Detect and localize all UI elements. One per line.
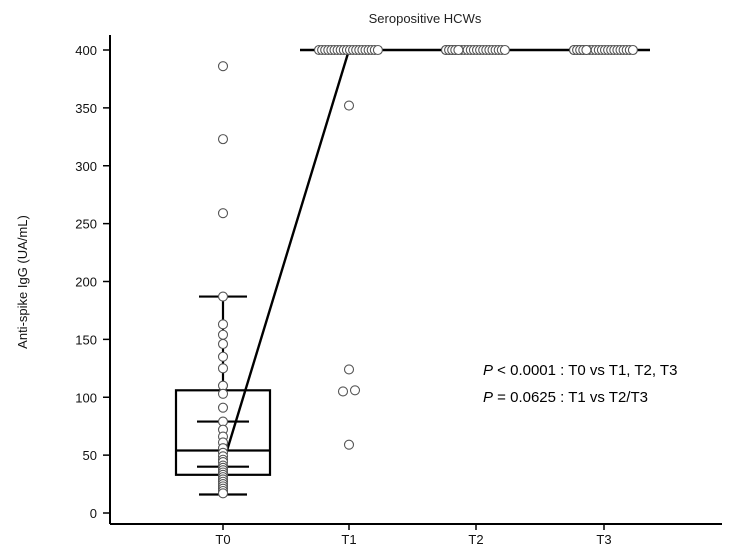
data-point: [343, 100, 355, 111]
data-point: [217, 402, 229, 413]
annotation-2-p: P: [483, 389, 493, 406]
y-tick-label: 300: [75, 159, 97, 174]
annotation-1-p: P: [483, 362, 493, 379]
annotation-2: P = 0.0625 : T1 vs T2/T3: [483, 389, 648, 406]
x-ticks: T0 T1 T2 T3: [215, 524, 612, 544]
data-point: [217, 329, 229, 340]
data-point: [217, 363, 229, 374]
data-point: [217, 134, 229, 145]
data-point: [581, 44, 592, 56]
data-point: [453, 44, 464, 56]
y-tick-label: 0: [90, 506, 97, 521]
y-tick-label: 50: [83, 448, 97, 463]
y-tick-label: 350: [75, 101, 97, 116]
y-tick-label: 100: [75, 390, 97, 405]
data-point: [343, 439, 355, 450]
data-point: [217, 388, 229, 399]
y-tick-label: 200: [75, 275, 97, 290]
y-tick-label: 250: [75, 217, 97, 232]
y-axis-label: Anti-spike IgG (UA/mL): [15, 215, 30, 349]
y-tick-label: 400: [75, 43, 97, 58]
y-tick-label: 150: [75, 332, 97, 347]
x-tick-label: T1: [341, 532, 356, 544]
data-points: [217, 44, 638, 499]
data-point: [499, 44, 510, 56]
annotation-1-text: < 0.0001 : T0 vs T1, T2, T3: [493, 362, 677, 379]
data-point: [217, 338, 229, 350]
chart-title: Seropositive HCWs: [369, 11, 482, 26]
data-point: [217, 488, 229, 499]
data-point: [343, 364, 355, 375]
data-point: [372, 44, 383, 56]
data-point: [217, 319, 229, 330]
annotation-2-text: = 0.0625 : T1 vs T2/T3: [493, 389, 648, 406]
annotation-1: P < 0.0001 : T0 vs T1, T2, T3: [483, 362, 677, 379]
data-point: [217, 351, 229, 362]
data-point: [349, 385, 361, 396]
x-tick-label: T0: [215, 532, 230, 544]
data-point: [337, 386, 349, 397]
data-point: [217, 61, 229, 72]
data-point: [627, 44, 638, 56]
x-tick-label: T2: [468, 532, 483, 544]
data-point: [217, 208, 229, 219]
data-point: [217, 291, 229, 302]
x-tick-label: T3: [596, 532, 611, 544]
median-trend-line: [225, 49, 351, 451]
y-ticks: 0 50 100 150 200 250 300 350 400: [75, 43, 110, 521]
